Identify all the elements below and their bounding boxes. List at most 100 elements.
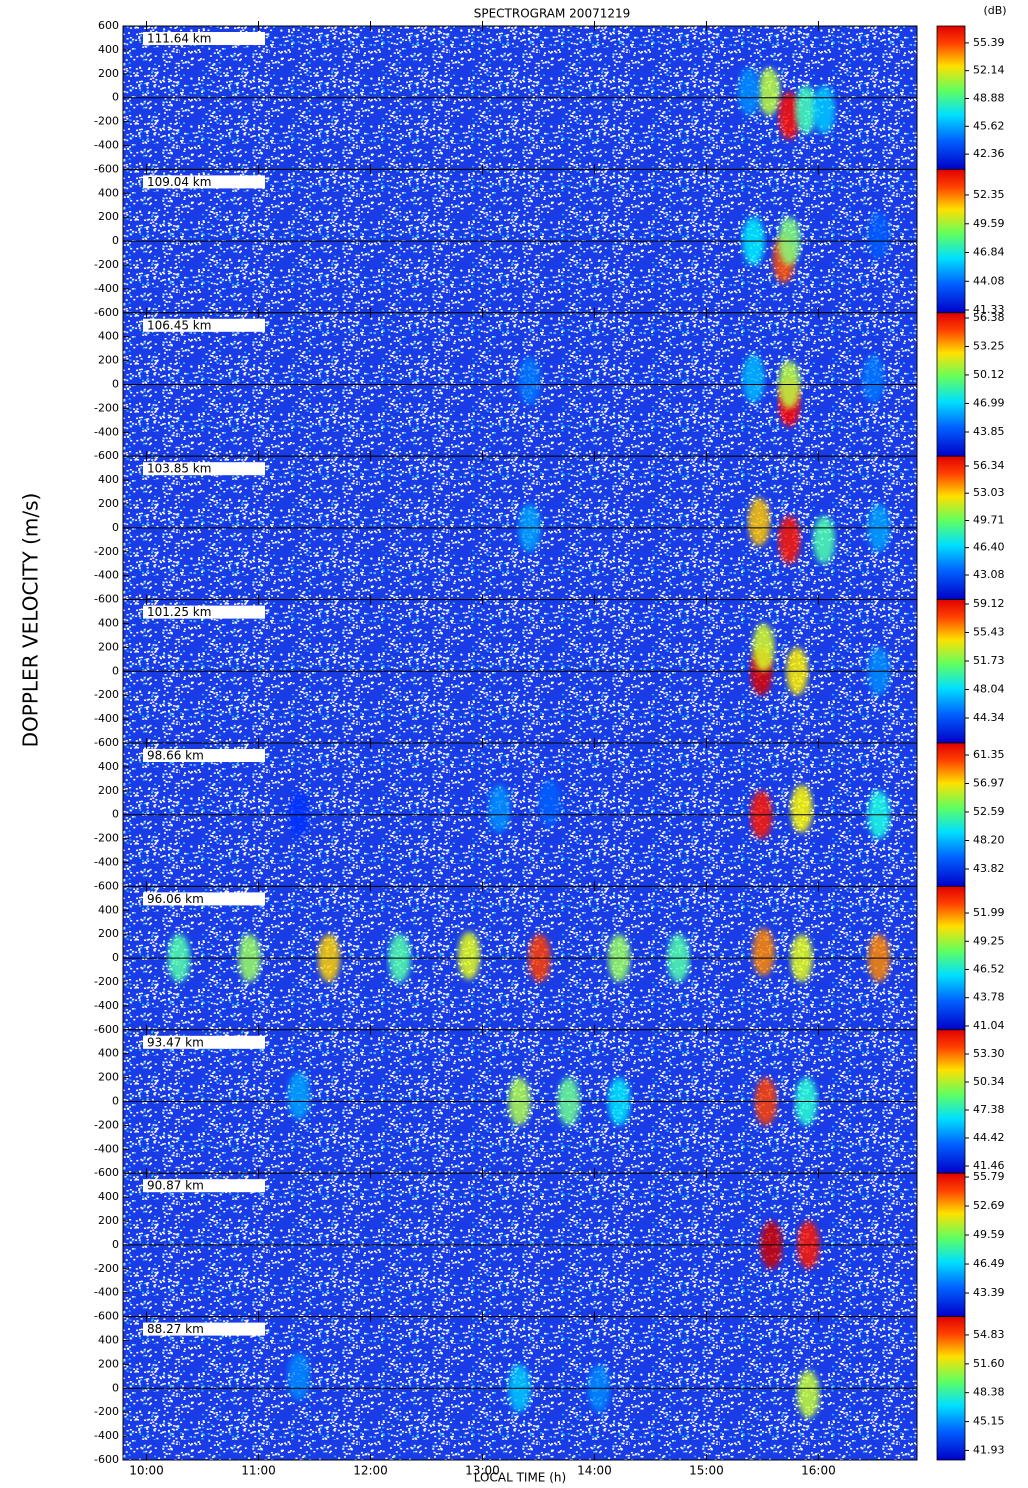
y-tick-label: -200 xyxy=(94,545,119,558)
panel-label-box xyxy=(143,32,265,45)
echo xyxy=(797,1370,820,1419)
colorbar-tick-label: 45.15 xyxy=(973,1415,1005,1428)
y-tick-label: -200 xyxy=(94,688,119,701)
y-tick-label: -400 xyxy=(94,1429,119,1442)
panel-label-box xyxy=(143,892,265,906)
colorbar-tick-label: 61.35 xyxy=(973,748,1005,761)
y-tick-label: 200 xyxy=(98,784,119,797)
y-tick-label: 200 xyxy=(98,1357,119,1370)
y-tick-label: 400 xyxy=(98,43,119,56)
y-tick-label: -200 xyxy=(94,115,119,128)
panel-label-box xyxy=(143,1035,265,1049)
colorbar-tick-label: 41.04 xyxy=(973,1019,1005,1032)
y-tick-label: 200 xyxy=(98,497,119,510)
colorbar-tick-label: 46.40 xyxy=(973,541,1005,554)
colorbar xyxy=(936,1172,966,1317)
colorbar-tick-label: 41.93 xyxy=(973,1443,1005,1456)
x-tick-label: 16:00 xyxy=(801,1464,836,1478)
y-tick-label: -400 xyxy=(94,856,119,869)
y-tick-label: -200 xyxy=(94,1118,119,1131)
panel-label-box xyxy=(143,1322,265,1336)
echo xyxy=(758,67,781,116)
y-tick-label: 400 xyxy=(98,1190,119,1203)
echo xyxy=(538,778,561,827)
y-axis-label: DOPPLER VELOCITY (m/s) xyxy=(19,493,43,748)
panel-label: 93.47 km xyxy=(147,1035,204,1049)
panel-label-box xyxy=(143,1179,265,1193)
echo-group xyxy=(287,1071,818,1126)
colorbar-tick-label: 43.82 xyxy=(973,862,1005,875)
x-axis-label: LOCAL TIME (h) xyxy=(474,1471,566,1485)
panel-label: 96.06 km xyxy=(147,892,204,906)
colorbar-tick-label: 51.73 xyxy=(973,654,1005,667)
y-tick-label: 600 xyxy=(98,19,119,32)
y-tick-label: -600 xyxy=(94,306,119,319)
y-tick-label: 0 xyxy=(112,664,119,677)
y-tick-label: 0 xyxy=(112,234,119,247)
echo xyxy=(742,354,765,403)
colorbar-tick-label: 54.83 xyxy=(973,1328,1005,1341)
colorbar xyxy=(936,312,966,457)
x-tick-label: 14:00 xyxy=(577,1464,612,1478)
colorbar-tick-label: 46.84 xyxy=(973,245,1005,258)
colorbar-tick-label: 53.30 xyxy=(973,1047,1005,1060)
colorbar-tick-label: 44.34 xyxy=(973,711,1005,724)
panel-label-box xyxy=(143,462,265,476)
colorbar-tick-label: 49.59 xyxy=(973,217,1005,230)
y-tick-label: -400 xyxy=(94,1286,119,1299)
colorbar-tick-label: 47.38 xyxy=(973,1103,1005,1116)
colorbar-tick-label: 49.59 xyxy=(973,1228,1005,1241)
echo-group xyxy=(518,354,885,427)
y-tick-label: 0 xyxy=(112,378,119,391)
panel-label-box xyxy=(143,318,265,332)
echo xyxy=(488,784,511,833)
echo xyxy=(752,928,775,977)
echo xyxy=(752,623,775,672)
y-tick-label: -400 xyxy=(94,712,119,725)
colorbar xyxy=(936,599,966,744)
y-tick-label: 400 xyxy=(98,617,119,630)
echo xyxy=(287,1352,310,1401)
colorbar-tick-label: 49.25 xyxy=(973,934,1005,947)
colorbar-tick-label: 55.79 xyxy=(973,1170,1005,1183)
echo xyxy=(458,931,481,980)
y-tick-label: -200 xyxy=(94,975,119,988)
echo xyxy=(813,85,836,134)
colorbar-tick-label: 43.39 xyxy=(973,1286,1005,1299)
colorbar-tick-label: 46.99 xyxy=(973,396,1005,409)
y-tick-label: -400 xyxy=(94,282,119,295)
y-tick-label: 200 xyxy=(98,354,119,367)
y-tick-label: 0 xyxy=(112,808,119,821)
chart-title: SPECTROGRAM 20071219 xyxy=(474,7,631,21)
x-tick-label: 15:00 xyxy=(689,1464,724,1478)
y-tick-label: -400 xyxy=(94,425,119,438)
x-tick-label: 11:00 xyxy=(241,1464,276,1478)
y-tick-label: 200 xyxy=(98,1071,119,1084)
x-tick-label: 13:00 xyxy=(465,1464,500,1478)
colorbar xyxy=(936,25,966,170)
panel-label-box xyxy=(143,175,265,189)
echo xyxy=(287,1071,310,1120)
colorbar-tick-label: 55.43 xyxy=(973,625,1005,638)
y-tick-label: -600 xyxy=(94,162,119,175)
y-tick-label: -200 xyxy=(94,258,119,271)
y-tick-label: 0 xyxy=(112,91,119,104)
y-tick-label: 0 xyxy=(112,1095,119,1108)
echo xyxy=(778,91,801,140)
y-tick-label: -400 xyxy=(94,569,119,582)
y-tick-label: -600 xyxy=(94,449,119,462)
colorbar xyxy=(936,1316,966,1461)
colorbar-tick-label: 46.49 xyxy=(973,1257,1005,1270)
panel-label: 106.45 km xyxy=(147,318,211,332)
y-tick-label: 400 xyxy=(98,903,119,916)
colorbar-tick-label: 56.34 xyxy=(973,459,1005,472)
panel-label: 111.64 km xyxy=(147,32,211,46)
colorbar-tick-label: 48.04 xyxy=(973,682,1005,695)
y-tick-label: 400 xyxy=(98,473,119,486)
colorbar-unit: (dB) xyxy=(983,4,1006,17)
y-tick-label: 200 xyxy=(98,927,119,940)
y-tick-label: 200 xyxy=(98,210,119,223)
panel-label: 98.66 km xyxy=(147,749,204,763)
y-tick-label: -600 xyxy=(94,1166,119,1179)
y-tick-label: 400 xyxy=(98,186,119,199)
